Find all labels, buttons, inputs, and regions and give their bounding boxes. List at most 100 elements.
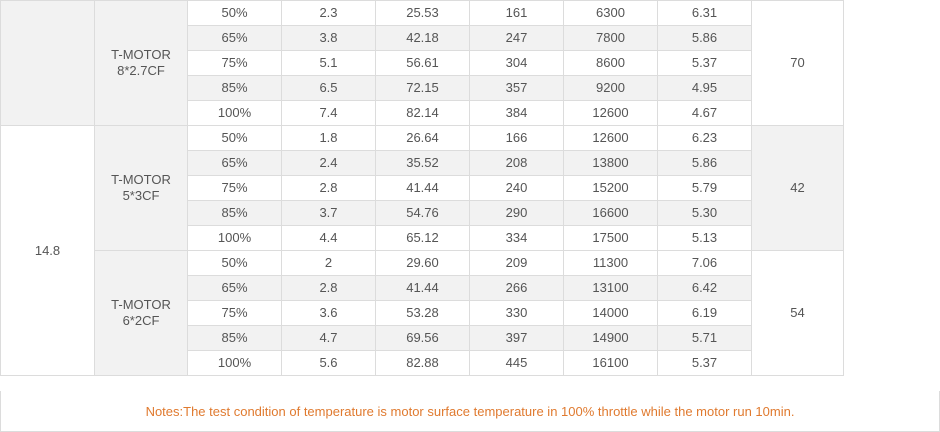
efficiency-cell: 6.31: [657, 0, 752, 26]
rpm-cell: 13100: [563, 275, 658, 301]
power-cell: 41.44: [375, 175, 470, 201]
current-cell: 2.8: [281, 175, 376, 201]
throttle-cell: 65%: [187, 150, 282, 176]
current-cell: 5.6: [281, 350, 376, 376]
power-cell: 65.12: [375, 225, 470, 251]
propeller-cell: T-MOTOR 5*3CF: [94, 125, 188, 251]
throttle-cell: 75%: [187, 50, 282, 76]
power-cell: 82.88: [375, 350, 470, 376]
rpm-cell: 17500: [563, 225, 658, 251]
thrust-cell: 397: [469, 325, 564, 351]
rpm-cell: 11300: [563, 250, 658, 276]
thrust-cell: 334: [469, 225, 564, 251]
thrust-cell: 166: [469, 125, 564, 151]
power-cell: 42.18: [375, 25, 470, 51]
efficiency-cell: 4.67: [657, 100, 752, 126]
current-cell: 3.8: [281, 25, 376, 51]
current-cell: 6.5: [281, 75, 376, 101]
current-cell: 4.7: [281, 325, 376, 351]
rpm-cell: 16100: [563, 350, 658, 376]
throttle-cell: 75%: [187, 300, 282, 326]
current-cell: 3.6: [281, 300, 376, 326]
current-cell: 2.3: [281, 0, 376, 26]
efficiency-cell: 6.42: [657, 275, 752, 301]
test-condition-note: Notes:The test condition of temperature …: [0, 391, 940, 432]
current-cell: 2: [281, 250, 376, 276]
power-cell: 41.44: [375, 275, 470, 301]
thrust-cell: 209: [469, 250, 564, 276]
propeller-brand: T-MOTOR: [111, 172, 171, 187]
throttle-cell: 75%: [187, 175, 282, 201]
rpm-cell: 6300: [563, 0, 658, 26]
rpm-cell: 7800: [563, 25, 658, 51]
current-cell: 1.8: [281, 125, 376, 151]
throttle-cell: 100%: [187, 225, 282, 251]
thrust-cell: 290: [469, 200, 564, 226]
efficiency-cell: 4.95: [657, 75, 752, 101]
power-cell: 26.64: [375, 125, 470, 151]
efficiency-cell: 5.86: [657, 25, 752, 51]
power-cell: 53.28: [375, 300, 470, 326]
table-row: 100% 7.4 82.14 384 12600 4.67: [1, 100, 940, 126]
propeller-size: 8*2.7CF: [117, 63, 165, 78]
thrust-cell: 445: [469, 350, 564, 376]
temperature-cell: 54: [751, 250, 844, 376]
throttle-cell: 85%: [187, 75, 282, 101]
rpm-cell: 12600: [563, 125, 658, 151]
throttle-cell: 50%: [187, 125, 282, 151]
rpm-cell: 16600: [563, 200, 658, 226]
motor-performance-table: T-MOTOR 8*2.7CF 50% 2.3 25.53 161 6300 6.31 70 65…: [0, 0, 940, 376]
throttle-cell: 85%: [187, 200, 282, 226]
table-row: 65% 2.4 35.52 208 13800 5.86: [1, 150, 940, 176]
current-cell: 2.4: [281, 150, 376, 176]
table-row: 75% 5.1 56.61 304 8600 5.37: [1, 50, 940, 76]
efficiency-cell: 6.19: [657, 300, 752, 326]
thrust-cell: 247: [469, 25, 564, 51]
power-cell: 56.61: [375, 50, 470, 76]
table-row: 14.8 T-MOTOR 5*3CF 50% 1.8 26.64 166 12600 6.23 4…: [0, 125, 940, 376]
rpm-cell: 12600: [563, 100, 658, 126]
table-row: 85% 3.7 54.76 290 16600 5.30: [1, 200, 940, 226]
current-cell: 2.8: [281, 275, 376, 301]
efficiency-cell: 5.37: [657, 50, 752, 76]
table-body: T-MOTOR 8*2.7CF 50% 2.3 25.53 161 6300 6.31 70 65…: [0, 0, 940, 376]
table-row: 100% 5.6 82.88 445 16100 5.37: [1, 350, 940, 376]
thrust-cell: 161: [469, 0, 564, 26]
table-row: 65% 2.8 41.44 266 13100 6.42: [1, 275, 940, 301]
current-cell: 3.7: [281, 200, 376, 226]
throttle-cell: 65%: [187, 25, 282, 51]
rpm-cell: 14000: [563, 300, 658, 326]
table-row: 85% 4.7 69.56 397 14900 5.71: [1, 325, 940, 351]
throttle-cell: 65%: [187, 275, 282, 301]
thrust-cell: 208: [469, 150, 564, 176]
efficiency-cell: 5.13: [657, 225, 752, 251]
throttle-cell: 85%: [187, 325, 282, 351]
temperature-cell: 42: [751, 125, 844, 251]
propeller-size: 5*3CF: [122, 188, 160, 203]
rpm-cell: 9200: [563, 75, 658, 101]
rpm-cell: 15200: [563, 175, 658, 201]
rpm-cell: 8600: [563, 50, 658, 76]
efficiency-cell: 5.71: [657, 325, 752, 351]
propeller-brand: T-MOTOR: [111, 297, 171, 312]
efficiency-cell: 5.79: [657, 175, 752, 201]
throttle-cell: 50%: [187, 0, 282, 26]
power-cell: 25.53: [375, 0, 470, 26]
current-cell: 7.4: [281, 100, 376, 126]
propeller-brand: T-MOTOR: [111, 47, 171, 62]
thrust-cell: 304: [469, 50, 564, 76]
table-row: 75% 2.8 41.44 240 15200 5.79: [1, 175, 940, 201]
throttle-cell: 100%: [187, 350, 282, 376]
power-cell: 72.15: [375, 75, 470, 101]
table-row: 65% 3.8 42.18 247 7800 5.86: [1, 25, 940, 51]
table-row: T-MOTOR 8*2.7CF 50% 2.3 25.53 161 6300 6.31 70: [0, 0, 940, 126]
efficiency-cell: 7.06: [657, 250, 752, 276]
rpm-cell: 13800: [563, 150, 658, 176]
power-cell: 29.60: [375, 250, 470, 276]
rpm-cell: 14900: [563, 325, 658, 351]
propeller-size: 6*2CF: [122, 313, 160, 328]
power-cell: 54.76: [375, 200, 470, 226]
table-row: T-MOTOR 6*2CF 50% 2 29.60 209 11300 7.06 54: [1, 250, 940, 376]
power-cell: 82.14: [375, 100, 470, 126]
